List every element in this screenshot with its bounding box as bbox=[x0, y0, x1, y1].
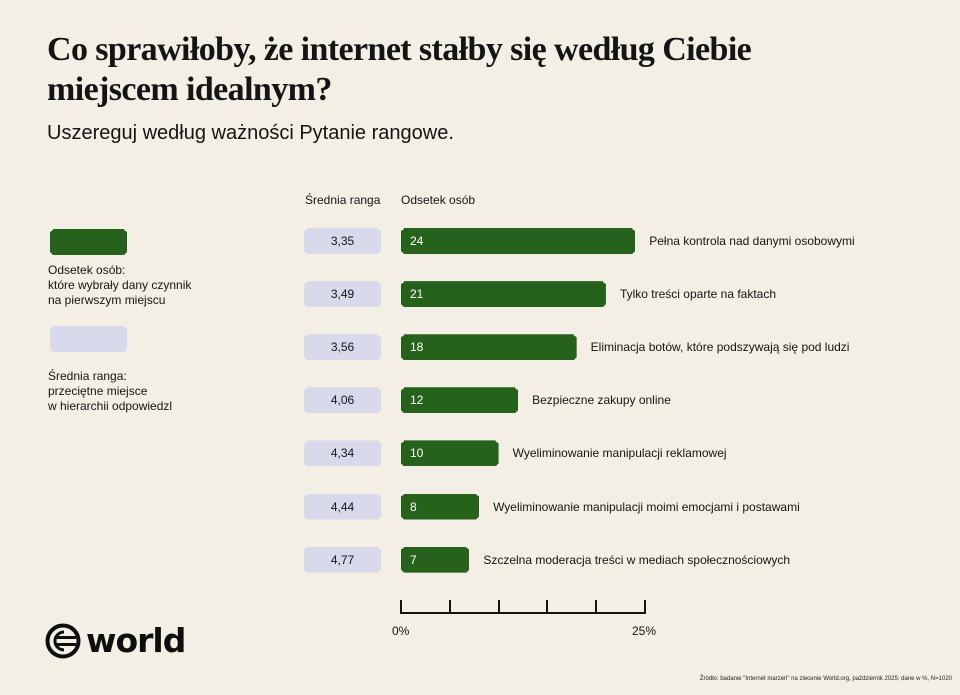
x-axis-tick bbox=[497, 600, 500, 614]
legend-share-desc-1: które wybrały dany czynnik bbox=[48, 278, 192, 292]
bar-category-label: Wyeliminowanie manipulacji reklamowej bbox=[512, 446, 727, 461]
share-bar: 18 bbox=[401, 334, 577, 360]
rank-value-box: 3,35 bbox=[304, 228, 381, 254]
share-bar: 12 bbox=[401, 387, 518, 413]
x-axis-tick bbox=[546, 600, 549, 614]
legend-share-desc-2: na pierwszym miejscu bbox=[48, 293, 166, 307]
legend-share-text: Odsetek osób: które wybrały dany czynnik… bbox=[48, 263, 191, 308]
bar-category-label: Wyeliminowanie manipulacji moimi emocjam… bbox=[493, 499, 800, 514]
rank-value-box: 4,06 bbox=[304, 387, 381, 413]
chart-row: 4,77 7 Szczelna moderacja treści w mediach… bbox=[0, 547, 960, 573]
world-logo-text: world bbox=[86, 621, 186, 660]
chart-row: 4,44 8 Wyeliminowanie manipulacji moimi em… bbox=[0, 494, 960, 520]
rank-value-box: 4,44 bbox=[304, 494, 381, 520]
rank-value-box: 4,77 bbox=[304, 547, 381, 573]
x-axis-line bbox=[400, 612, 646, 614]
chart-row: 3,35 24 Pełna kontrola nad danymi osobowym… bbox=[0, 228, 960, 254]
rank-value-box: 3,56 bbox=[304, 334, 381, 360]
x-axis-tick bbox=[400, 600, 402, 614]
legend-rank-desc-2: w hierarchii odpowiedzl bbox=[48, 399, 173, 413]
world-logo: world bbox=[45, 621, 186, 661]
share-bar: 7 bbox=[401, 547, 469, 573]
x-axis-tick bbox=[448, 600, 451, 614]
bar-category-label: Szczelna moderacja treści w mediach społ… bbox=[483, 552, 791, 567]
column-header-rank: Średnia ranga bbox=[305, 193, 381, 207]
bar-category-label: Pełna kontrola nad danymi osobowymi bbox=[649, 234, 855, 248]
chart-row: 3,56 18 Eliminacja botów, które podszywają… bbox=[0, 334, 960, 360]
rank-value-box: 3,49 bbox=[304, 281, 381, 307]
legend-share-title: Odsetek osób: bbox=[48, 263, 126, 277]
share-bar: 8 bbox=[401, 494, 479, 520]
chart-row: 3,49 21 Tylko treści oparte na faktach bbox=[0, 281, 960, 307]
chart-title: Co sprawiłoby, że internet stałby się we… bbox=[47, 31, 752, 108]
share-bar: 24 bbox=[401, 228, 635, 254]
x-axis bbox=[400, 600, 646, 614]
legend-share-swatch bbox=[50, 229, 127, 255]
chart-row: 4,06 12 Bezpieczne zakupy online bbox=[0, 387, 960, 413]
x-axis-min-label: 0% bbox=[392, 624, 410, 638]
bar-category-label: Eliminacja botów, które podszywają się p… bbox=[590, 340, 850, 355]
rank-value-box: 4,34 bbox=[304, 440, 381, 466]
chart-row: 4,34 10 Wyeliminowanie manipulacji reklamo… bbox=[0, 440, 960, 466]
x-axis-tick bbox=[595, 600, 598, 614]
bar-category-label: Tylko treści oparte na faktach bbox=[619, 287, 777, 302]
legend-rank-title: Średnia ranga: bbox=[48, 369, 127, 383]
source-note: Źródło: badanie "Internet marzeń" na zle… bbox=[699, 676, 952, 682]
x-axis-max-label: 25% bbox=[632, 624, 657, 638]
bar-category-label: Bezpieczne zakupy online bbox=[532, 393, 671, 408]
legend-rank-text: Średnia ranga: przeciętne miejsce w hier… bbox=[48, 369, 172, 414]
legend-rank-desc-1: przeciętne miejsce bbox=[48, 384, 148, 398]
share-bar: 10 bbox=[401, 440, 499, 466]
column-header-share: Odsetek osób bbox=[401, 193, 476, 207]
x-axis-tick bbox=[644, 600, 646, 614]
legend-rank-swatch bbox=[50, 326, 127, 352]
world-logo-icon bbox=[45, 623, 81, 659]
chart-subtitle: Uszereguj według ważności Pytanie rangow… bbox=[47, 122, 454, 144]
share-bar: 21 bbox=[401, 281, 606, 307]
